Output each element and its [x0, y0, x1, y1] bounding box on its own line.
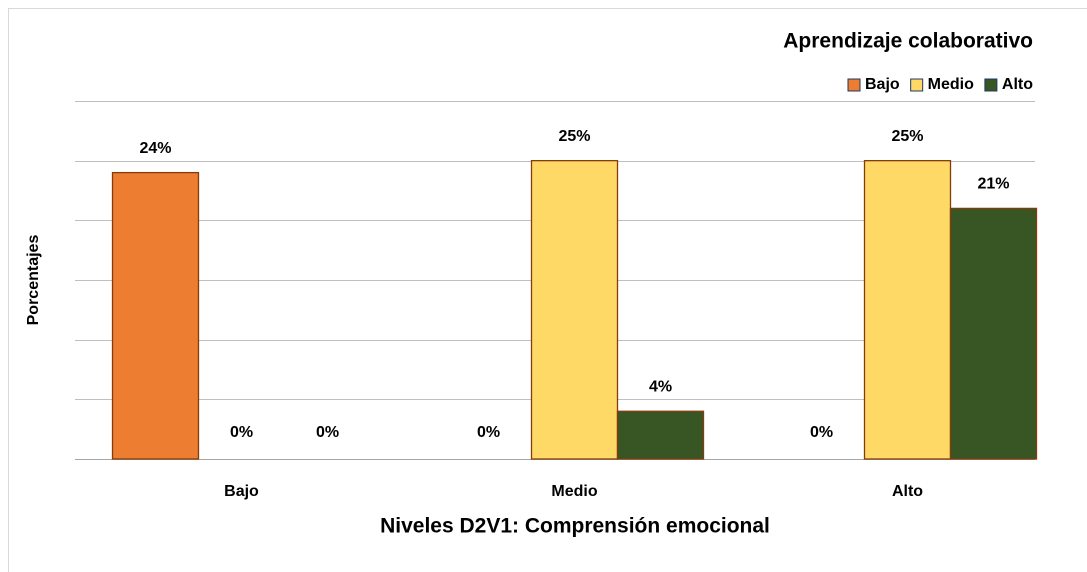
data-label: 24%: [139, 140, 171, 157]
legend-swatch: [984, 78, 998, 92]
chart-border: [8, 8, 1087, 572]
data-label: 0%: [477, 424, 500, 441]
x-tick-label: Alto: [892, 483, 923, 500]
legend-label: Bajo: [865, 76, 900, 93]
bar: [616, 410, 705, 460]
bar: [111, 171, 200, 460]
data-label: 4%: [649, 378, 672, 395]
data-label: 25%: [891, 128, 923, 145]
bar: [530, 160, 619, 460]
legend-swatch: [910, 78, 924, 92]
data-label: 0%: [316, 424, 339, 441]
data-label: 0%: [230, 424, 253, 441]
data-label: 0%: [810, 424, 833, 441]
x-axis-label: Niveles D2V1: Comprensión emocional: [380, 515, 770, 538]
legend-label: Medio: [928, 76, 974, 93]
legend-swatch: [847, 78, 861, 92]
data-label: 25%: [558, 128, 590, 145]
x-tick-label: Bajo: [224, 483, 259, 500]
data-label: 21%: [977, 176, 1009, 193]
bar: [949, 207, 1038, 460]
x-tick-label: Medio: [551, 483, 597, 500]
legend-label: Alto: [1002, 76, 1033, 93]
y-axis-label: Porcentajes: [25, 235, 42, 326]
bar: [863, 160, 952, 460]
legend-title: Aprendizaje colaborativo: [783, 30, 1033, 53]
